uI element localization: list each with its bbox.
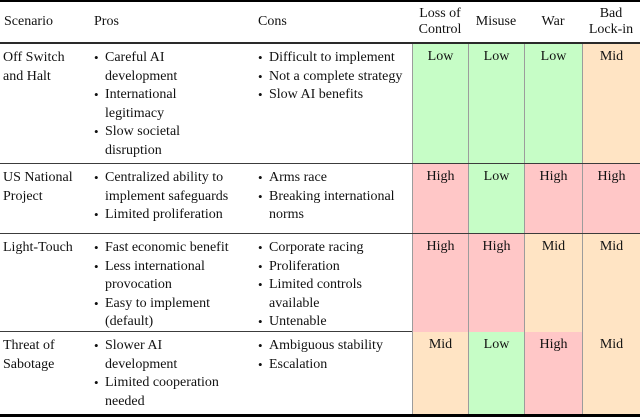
rating-cell: High <box>524 332 582 414</box>
table-body: Off Switch and Halt Careful AI developme… <box>0 44 640 414</box>
scenario-cell: US National Project <box>3 170 73 204</box>
cons-item: Corporate racing <box>257 239 404 258</box>
rating-cell: Mid <box>582 332 640 414</box>
header-bad-lock-in: Bad Lock-in <box>588 6 634 37</box>
cons-item: Arms race <box>257 169 404 188</box>
pros-item: International legitimacy <box>93 86 234 123</box>
pros-list: Careful AI developmentInternational legi… <box>88 44 252 163</box>
cons-item: Not a complete strategy <box>257 68 404 87</box>
pros-item: Limited cooperation needed <box>93 374 234 411</box>
rating-cell: High <box>412 164 468 233</box>
cons-item: Limited controls available <box>257 276 404 313</box>
pros-item: Centralized ability to implement safegua… <box>93 169 234 206</box>
cons-item: Proliferation <box>257 258 404 277</box>
table-row: Light-Touch Fast economic benefitLess in… <box>0 234 640 332</box>
pros-item: Careful AI development <box>93 49 234 86</box>
table-row: Threat of Sabotage Slower AI development… <box>0 332 640 414</box>
pros-item: Fast economic benefit <box>93 239 234 258</box>
header-scenario: Scenario <box>4 14 53 29</box>
header-cons: Cons <box>258 14 287 29</box>
scenario-cell: Light-Touch <box>3 240 73 255</box>
pros-item: Slow societal disruption <box>93 123 234 160</box>
table-row: Off Switch and Halt Careful AI developme… <box>0 44 640 164</box>
header-war: War <box>541 14 565 29</box>
scenario-cell: Off Switch and Halt <box>3 50 65 84</box>
rating-cell: High <box>412 234 468 332</box>
rating-cell: Low <box>468 44 524 163</box>
pros-item: Easy to implement (default) <box>93 295 234 332</box>
header-loss-of-control: Loss of Control <box>418 6 462 37</box>
pros-item: Less international provocation <box>93 258 234 295</box>
cons-list: Difficult to implementNot a complete str… <box>252 44 412 163</box>
cons-list: Arms raceBreaking international norms <box>252 164 412 233</box>
cons-item: Difficult to implement <box>257 49 404 68</box>
rating-cell: High <box>582 164 640 233</box>
cons-item: Untenable <box>257 313 404 332</box>
pros-list: Fast economic benefitLess international … <box>88 234 252 332</box>
rating-cell: High <box>468 234 524 332</box>
rating-cell: Mid <box>412 332 468 414</box>
pros-item: Limited proliferation <box>93 206 234 225</box>
cons-list: Corporate racingProliferationLimited con… <box>252 234 412 332</box>
table-header-row: Scenario Pros Cons Loss of Control Misus… <box>0 2 640 44</box>
table-row: US National Project Centralized ability … <box>0 164 640 234</box>
rating-cell: Low <box>412 44 468 163</box>
cons-item: Escalation <box>257 356 404 375</box>
rating-cell: Mid <box>582 234 640 332</box>
header-misuse: Misuse <box>475 14 517 29</box>
rating-cell: Mid <box>524 234 582 332</box>
cons-item: Breaking international norms <box>257 188 404 225</box>
rating-cell: Low <box>524 44 582 163</box>
header-pros: Pros <box>94 14 119 29</box>
cons-item: Ambiguous stability <box>257 337 404 356</box>
rating-cell: Mid <box>582 44 640 163</box>
pros-list: Centralized ability to implement safegua… <box>88 164 252 233</box>
rating-cell: Low <box>468 164 524 233</box>
cons-item: Slow AI benefits <box>257 86 404 105</box>
cons-list: Ambiguous stabilityEscalation <box>252 332 412 414</box>
rating-cell: Low <box>468 332 524 414</box>
scenario-cell: Threat of Sabotage <box>3 338 55 372</box>
pros-item: Slower AI development <box>93 337 234 374</box>
rating-cell: High <box>524 164 582 233</box>
pros-list: Slower AI developmentLimited cooperation… <box>88 332 252 414</box>
